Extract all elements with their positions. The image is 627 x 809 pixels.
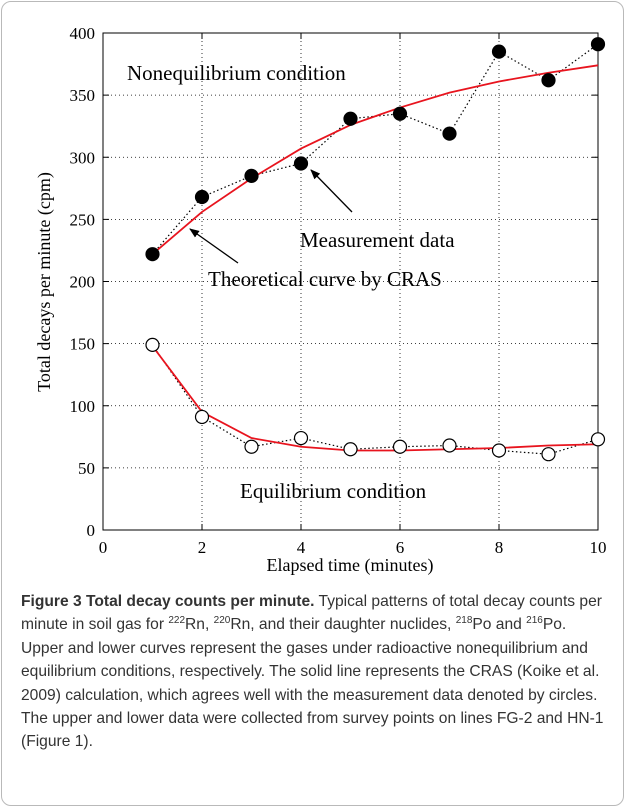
data-point — [244, 439, 259, 454]
caption-text: Rn, — [185, 616, 214, 634]
chart: Elapsed time (minutes) Total decays per … — [34, 24, 607, 576]
y-tick-label: 350 — [70, 86, 96, 105]
data-point — [541, 447, 556, 462]
superscript: 216 — [526, 615, 543, 627]
data-point — [491, 443, 507, 458]
annotation: Measurement data — [300, 228, 455, 252]
data-point — [442, 438, 457, 453]
data-point — [194, 189, 210, 205]
data-point — [392, 106, 408, 121]
caption-text: Po. Upper and lower curves represent the… — [21, 616, 604, 751]
caption-text: Typical patterns of total decay counts p… — [21, 593, 602, 634]
data-point — [293, 156, 309, 171]
data-point — [343, 442, 358, 457]
y-tick-label: 150 — [70, 335, 96, 354]
annotation: Nonequilibrium condition — [127, 61, 346, 85]
arrow — [310, 169, 353, 213]
annotation: Theoretical curve by CRAS — [208, 267, 442, 291]
series-line — [151, 64, 599, 255]
x-tick-label: 0 — [99, 538, 108, 557]
x-tick-label: 4 — [297, 538, 306, 557]
y-tick-label: 200 — [70, 273, 96, 292]
x-tick-label: 6 — [396, 538, 405, 557]
superscript: 220 — [213, 615, 231, 627]
data-point — [194, 409, 210, 425]
y-tick-label: 250 — [70, 210, 96, 229]
data-point — [392, 439, 408, 454]
y-tick-label: 50 — [78, 459, 95, 478]
data-point — [145, 247, 160, 262]
caption-text: Rn, and their daughter nuclides, — [230, 616, 456, 634]
caption-text: Po and — [472, 616, 527, 634]
series-line — [151, 345, 599, 452]
y-tick-label: 300 — [70, 148, 96, 167]
x-tick-label: 2 — [198, 538, 207, 557]
data-point — [590, 432, 606, 447]
y-axis-label: Total decays per minute (cpm) — [34, 172, 55, 392]
superscript: 222 — [168, 615, 186, 627]
x-tick-label: 10 — [590, 538, 607, 557]
caption-title: Total decay counts per minute. — [86, 593, 315, 610]
data-point — [145, 337, 160, 352]
x-axis-label: Elapsed time (minutes) — [267, 555, 434, 576]
data-point — [541, 73, 556, 88]
superscript: 218 — [455, 615, 473, 627]
y-tick-label: 400 — [70, 24, 96, 43]
data-point — [244, 168, 259, 183]
series-line — [152, 344, 599, 455]
y-tick-label: 0 — [87, 521, 96, 540]
data-point — [343, 111, 358, 126]
data-point — [590, 37, 606, 52]
arrow — [189, 228, 239, 264]
x-tick-label: 8 — [495, 538, 504, 557]
y-tick-label: 100 — [70, 397, 96, 416]
caption: Figure 3 Total decay counts per minute. … — [21, 590, 611, 754]
data-point — [442, 126, 457, 141]
data-point — [293, 430, 309, 446]
data-point — [491, 44, 507, 59]
annotation: Equilibrium condition — [240, 479, 427, 503]
caption-label: Figure 3 — [21, 593, 82, 610]
plot-frame — [102, 32, 599, 531]
